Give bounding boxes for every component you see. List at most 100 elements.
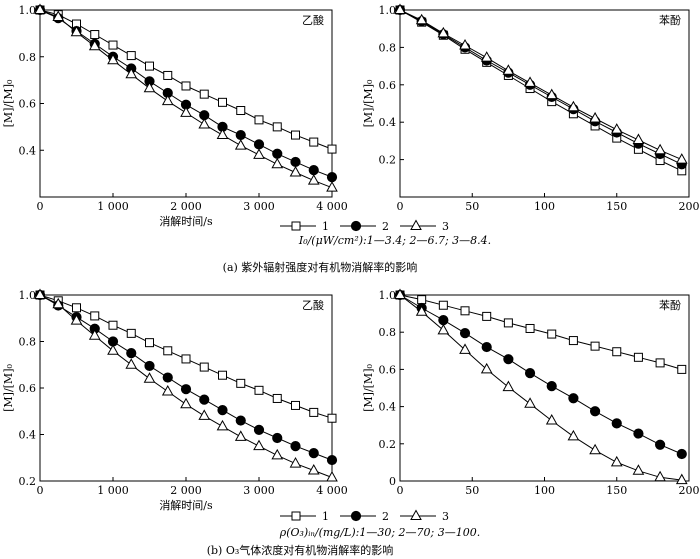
data-point-series-3 bbox=[502, 64, 515, 75]
data-point-series-3 bbox=[70, 314, 83, 325]
y-axis-label: [M]/[M]₀ bbox=[362, 79, 375, 127]
data-point-series-3 bbox=[271, 157, 284, 169]
x-tick-label: 4 000 bbox=[316, 484, 348, 497]
data-point-series-2 bbox=[503, 354, 514, 365]
data-point-series-1 bbox=[417, 295, 427, 305]
data-point-series-3 bbox=[253, 439, 265, 451]
y-tick-label: 0.8 bbox=[19, 336, 37, 349]
x-axis-label: 消解时间/s bbox=[159, 498, 213, 512]
data-point-series-3 bbox=[415, 13, 428, 25]
y-tick-label: 0.8 bbox=[379, 326, 397, 339]
data-point-series-3 bbox=[289, 457, 302, 468]
legend-label: 3 bbox=[442, 510, 449, 523]
data-point-series-1 bbox=[90, 30, 100, 40]
data-point-series-1 bbox=[145, 338, 154, 348]
condition-b: ρ(O₃)ᵢₙ/(mg/L):1—30; 2—70; 3—100. bbox=[279, 526, 481, 539]
legend-label: 2 bbox=[382, 510, 389, 523]
legend-item-3: 3 bbox=[400, 219, 449, 233]
data-point-series-3 bbox=[198, 409, 211, 420]
legend-marker-square bbox=[291, 221, 301, 231]
data-point-series-3 bbox=[161, 94, 174, 106]
data-point-series-3 bbox=[125, 358, 138, 369]
data-point-series-1 bbox=[291, 400, 300, 410]
x-tick-label: 0 bbox=[397, 484, 404, 497]
data-point-series-1 bbox=[254, 385, 264, 395]
y-tick-label: 0 bbox=[389, 475, 396, 488]
data-point-series-1 bbox=[525, 323, 535, 333]
x-tick-label: 4 000 bbox=[316, 200, 348, 213]
data-point-series-1 bbox=[199, 362, 209, 372]
data-point-series-3 bbox=[52, 10, 65, 22]
y-tick-label: 0.4 bbox=[19, 144, 37, 157]
data-point-series-1 bbox=[163, 346, 173, 356]
chart-a-right: 0 50 100 150 200 0.2 0.4 0.6 0.8 1.0 [M]/[M]₀ 苯酚 bbox=[362, 3, 700, 213]
data-point-series-2 bbox=[481, 341, 492, 353]
series-line-2 bbox=[39, 294, 333, 461]
y-tick-label: 0.6 bbox=[19, 382, 37, 395]
series-line-1 bbox=[39, 9, 333, 150]
data-point-series-3 bbox=[107, 344, 119, 355]
y-tick-label: 1.0 bbox=[19, 4, 37, 17]
series-points-3 bbox=[34, 3, 338, 192]
data-point-series-3 bbox=[567, 100, 580, 112]
legend-marker-triangle bbox=[410, 219, 422, 230]
data-point-series-1 bbox=[272, 393, 282, 403]
data-point-series-1 bbox=[218, 97, 227, 107]
data-point-series-2 bbox=[144, 360, 155, 372]
data-point-series-1 bbox=[612, 347, 622, 357]
legend-label: 3 bbox=[442, 220, 449, 233]
y-axis-label: [M]/[M]₀ bbox=[362, 364, 375, 412]
data-point-series-1 bbox=[90, 311, 100, 321]
data-point-series-2 bbox=[290, 156, 301, 168]
data-point-series-1 bbox=[291, 130, 300, 140]
y-tick-label: 1.0 bbox=[379, 289, 397, 302]
data-point-series-2 bbox=[568, 393, 579, 404]
legend-item-1: 1 bbox=[280, 220, 329, 233]
series-points-3 bbox=[34, 288, 338, 482]
data-point-series-3 bbox=[480, 362, 493, 374]
data-point-series-3 bbox=[70, 25, 83, 37]
data-point-series-2 bbox=[633, 428, 644, 439]
y-tick-label: 1.0 bbox=[379, 4, 397, 17]
data-point-series-3 bbox=[198, 118, 211, 129]
data-point-series-2 bbox=[235, 129, 246, 141]
x-tick-label: 100 bbox=[534, 484, 555, 497]
legend-label: 1 bbox=[322, 220, 329, 233]
data-point-series-3 bbox=[545, 414, 558, 425]
data-point-series-3 bbox=[675, 473, 688, 485]
data-point-series-3 bbox=[632, 133, 645, 144]
data-point-series-2 bbox=[272, 148, 283, 159]
y-tick-label: 0.2 bbox=[379, 154, 397, 167]
data-point-series-3 bbox=[253, 148, 265, 159]
data-point-series-3 bbox=[394, 3, 406, 14]
data-point-series-1 bbox=[108, 40, 118, 50]
data-point-series-3 bbox=[437, 26, 450, 38]
data-point-series-2 bbox=[326, 454, 338, 466]
x-tick-label: 0 bbox=[397, 200, 404, 213]
data-point-series-3 bbox=[143, 81, 156, 93]
data-point-series-1 bbox=[568, 336, 578, 346]
data-point-series-3 bbox=[307, 464, 320, 475]
y-tick-label: 0.2 bbox=[379, 438, 397, 451]
y-tick-label: 0.8 bbox=[379, 41, 397, 54]
data-point-series-1 bbox=[236, 378, 246, 388]
data-point-series-3 bbox=[234, 430, 247, 441]
data-point-series-2 bbox=[611, 418, 622, 429]
data-point-series-3 bbox=[180, 106, 192, 117]
data-point-series-1 bbox=[482, 311, 492, 321]
data-point-series-2 bbox=[546, 381, 557, 392]
data-point-series-3 bbox=[289, 165, 302, 177]
legend-label: 1 bbox=[322, 510, 329, 523]
y-axis-label: [M]/[M]₀ bbox=[2, 79, 15, 127]
data-point-series-3 bbox=[675, 153, 688, 164]
x-tick-label: 100 bbox=[534, 200, 555, 213]
data-point-series-3 bbox=[271, 448, 284, 460]
data-point-series-2 bbox=[253, 424, 265, 435]
data-point-series-3 bbox=[34, 288, 46, 299]
panel-annotation: 乙酸 bbox=[302, 298, 324, 312]
data-point-series-2 bbox=[655, 439, 666, 450]
data-point-series-1 bbox=[254, 115, 264, 125]
data-point-series-1 bbox=[126, 328, 136, 338]
data-point-series-3 bbox=[459, 39, 471, 50]
data-point-series-2 bbox=[180, 384, 192, 395]
